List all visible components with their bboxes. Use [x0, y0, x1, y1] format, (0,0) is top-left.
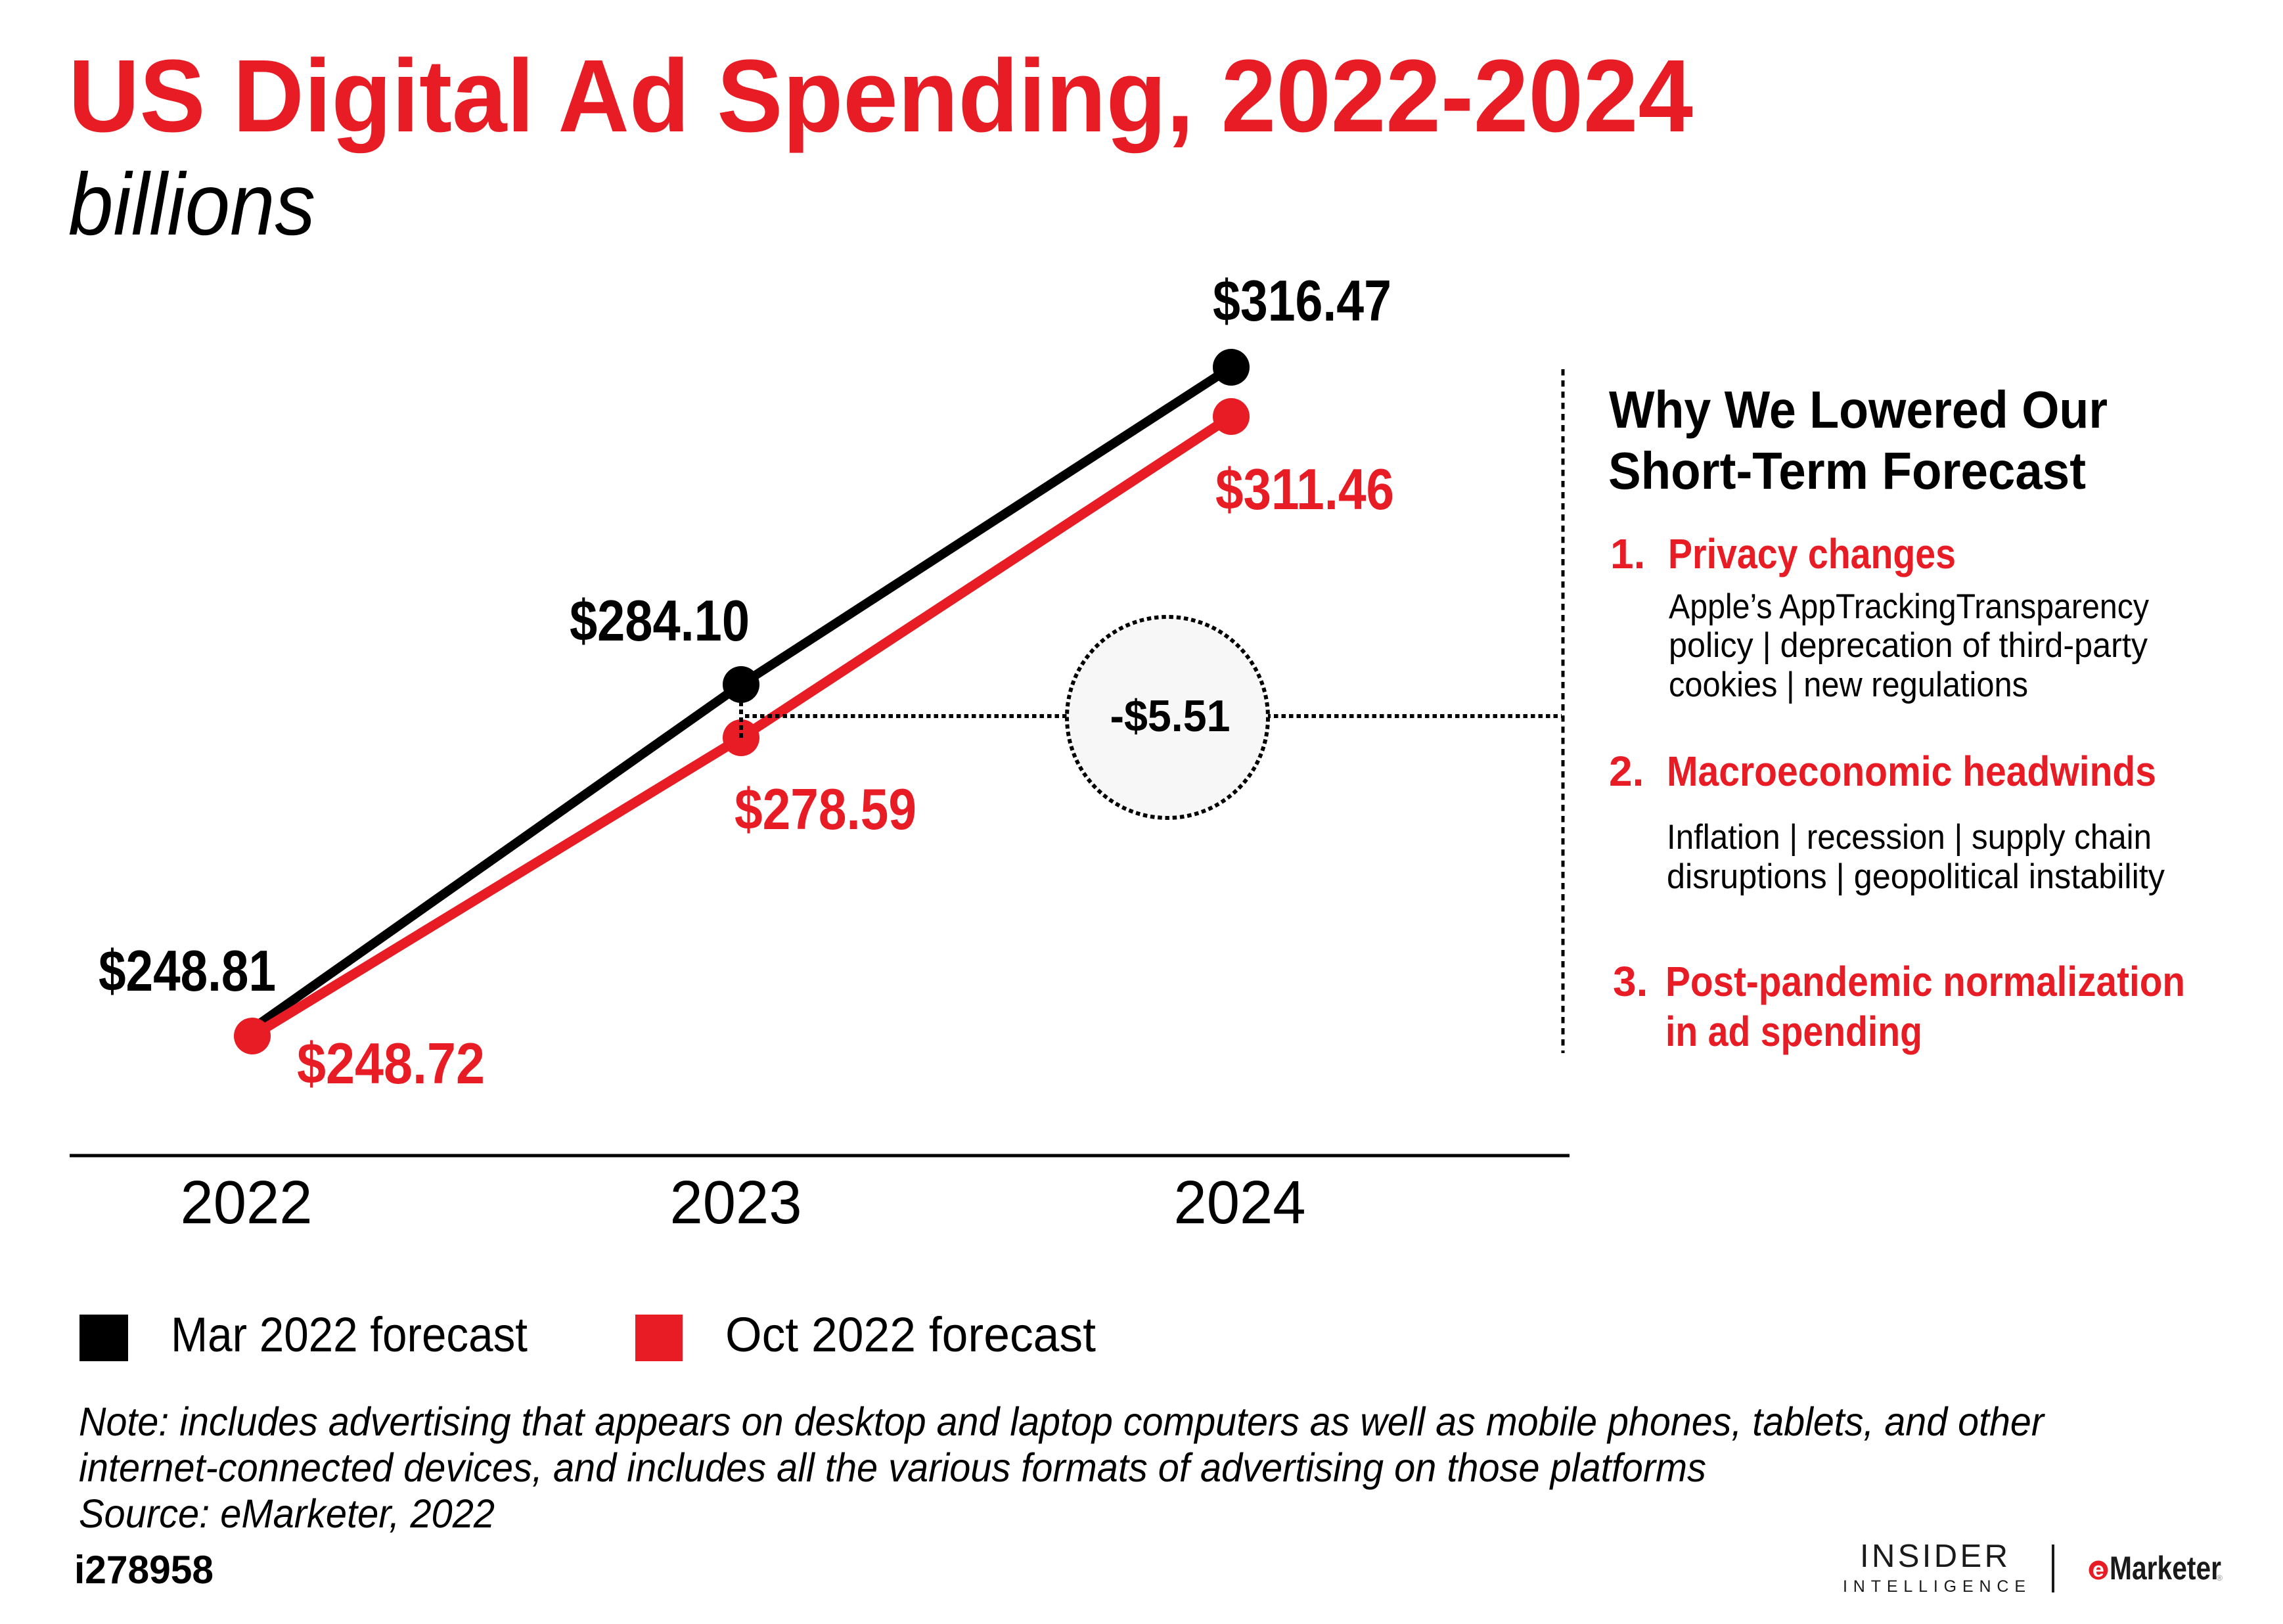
svg-text:i278958: i278958	[74, 1548, 214, 1592]
svg-text:INSIDER: INSIDER	[1860, 1539, 2008, 1574]
svg-text:$316.47: $316.47	[1213, 268, 1391, 333]
svg-text:$248.81: $248.81	[99, 938, 276, 1003]
svg-text:disruptions | geopolitical ins: disruptions | geopolitical instability	[1667, 857, 2165, 896]
svg-text:e: e	[2092, 1558, 2104, 1581]
svg-text:3.: 3.	[1613, 958, 1648, 1005]
svg-text:Inflation | recession | supply: Inflation | recession | supply chain	[1667, 818, 2152, 857]
svg-text:Short-Term Forecast: Short-Term Forecast	[1608, 441, 2086, 500]
svg-text:®: ®	[2217, 1573, 2223, 1583]
svg-text:Privacy changes: Privacy changes	[1668, 530, 1956, 577]
svg-text:$278.59: $278.59	[735, 777, 916, 842]
svg-text:billions: billions	[68, 156, 315, 254]
svg-text:$311.46: $311.46	[1215, 457, 1394, 522]
svg-text:Note: includes advertising tha: Note: includes advertising that appears …	[79, 1399, 2046, 1444]
svg-text:Marketer: Marketer	[2110, 1550, 2221, 1587]
svg-text:Macroeconomic headwinds: Macroeconomic headwinds	[1667, 748, 2156, 795]
svg-text:US Digital Ad Spending, 2022-2: US Digital Ad Spending, 2022-2024	[68, 39, 1693, 154]
svg-text:Source: eMarketer, 2022: Source: eMarketer, 2022	[79, 1491, 495, 1536]
svg-text:cookies | new regulations: cookies | new regulations	[1669, 665, 2028, 704]
svg-text:2.: 2.	[1609, 748, 1644, 795]
svg-text:2023: 2023	[670, 1168, 802, 1236]
svg-text:policy | deprecation of third-: policy | deprecation of third-party	[1669, 626, 2148, 665]
svg-text:Oct 2022 forecast: Oct 2022 forecast	[725, 1307, 1096, 1362]
svg-text:1.: 1.	[1610, 530, 1645, 577]
svg-text:Why We Lowered Our: Why We Lowered Our	[1609, 380, 2108, 439]
svg-text:2022: 2022	[181, 1168, 313, 1236]
svg-text:$248.72: $248.72	[297, 1031, 485, 1096]
svg-text:in ad spending: in ad spending	[1665, 1008, 1922, 1055]
svg-text:Post-pandemic normalization: Post-pandemic normalization	[1665, 958, 2185, 1005]
svg-text:Apple’s AppTrackingTransparenc: Apple’s AppTrackingTransparency	[1669, 587, 2149, 626]
svg-text:-$5.51: -$5.51	[1110, 691, 1231, 741]
svg-text:$284.10: $284.10	[570, 588, 750, 653]
svg-text:internet-connected devices, an: internet-connected devices, and includes…	[79, 1445, 1706, 1490]
svg-text:Mar 2022 forecast: Mar 2022 forecast	[171, 1307, 528, 1362]
svg-text:2024: 2024	[1174, 1168, 1306, 1236]
